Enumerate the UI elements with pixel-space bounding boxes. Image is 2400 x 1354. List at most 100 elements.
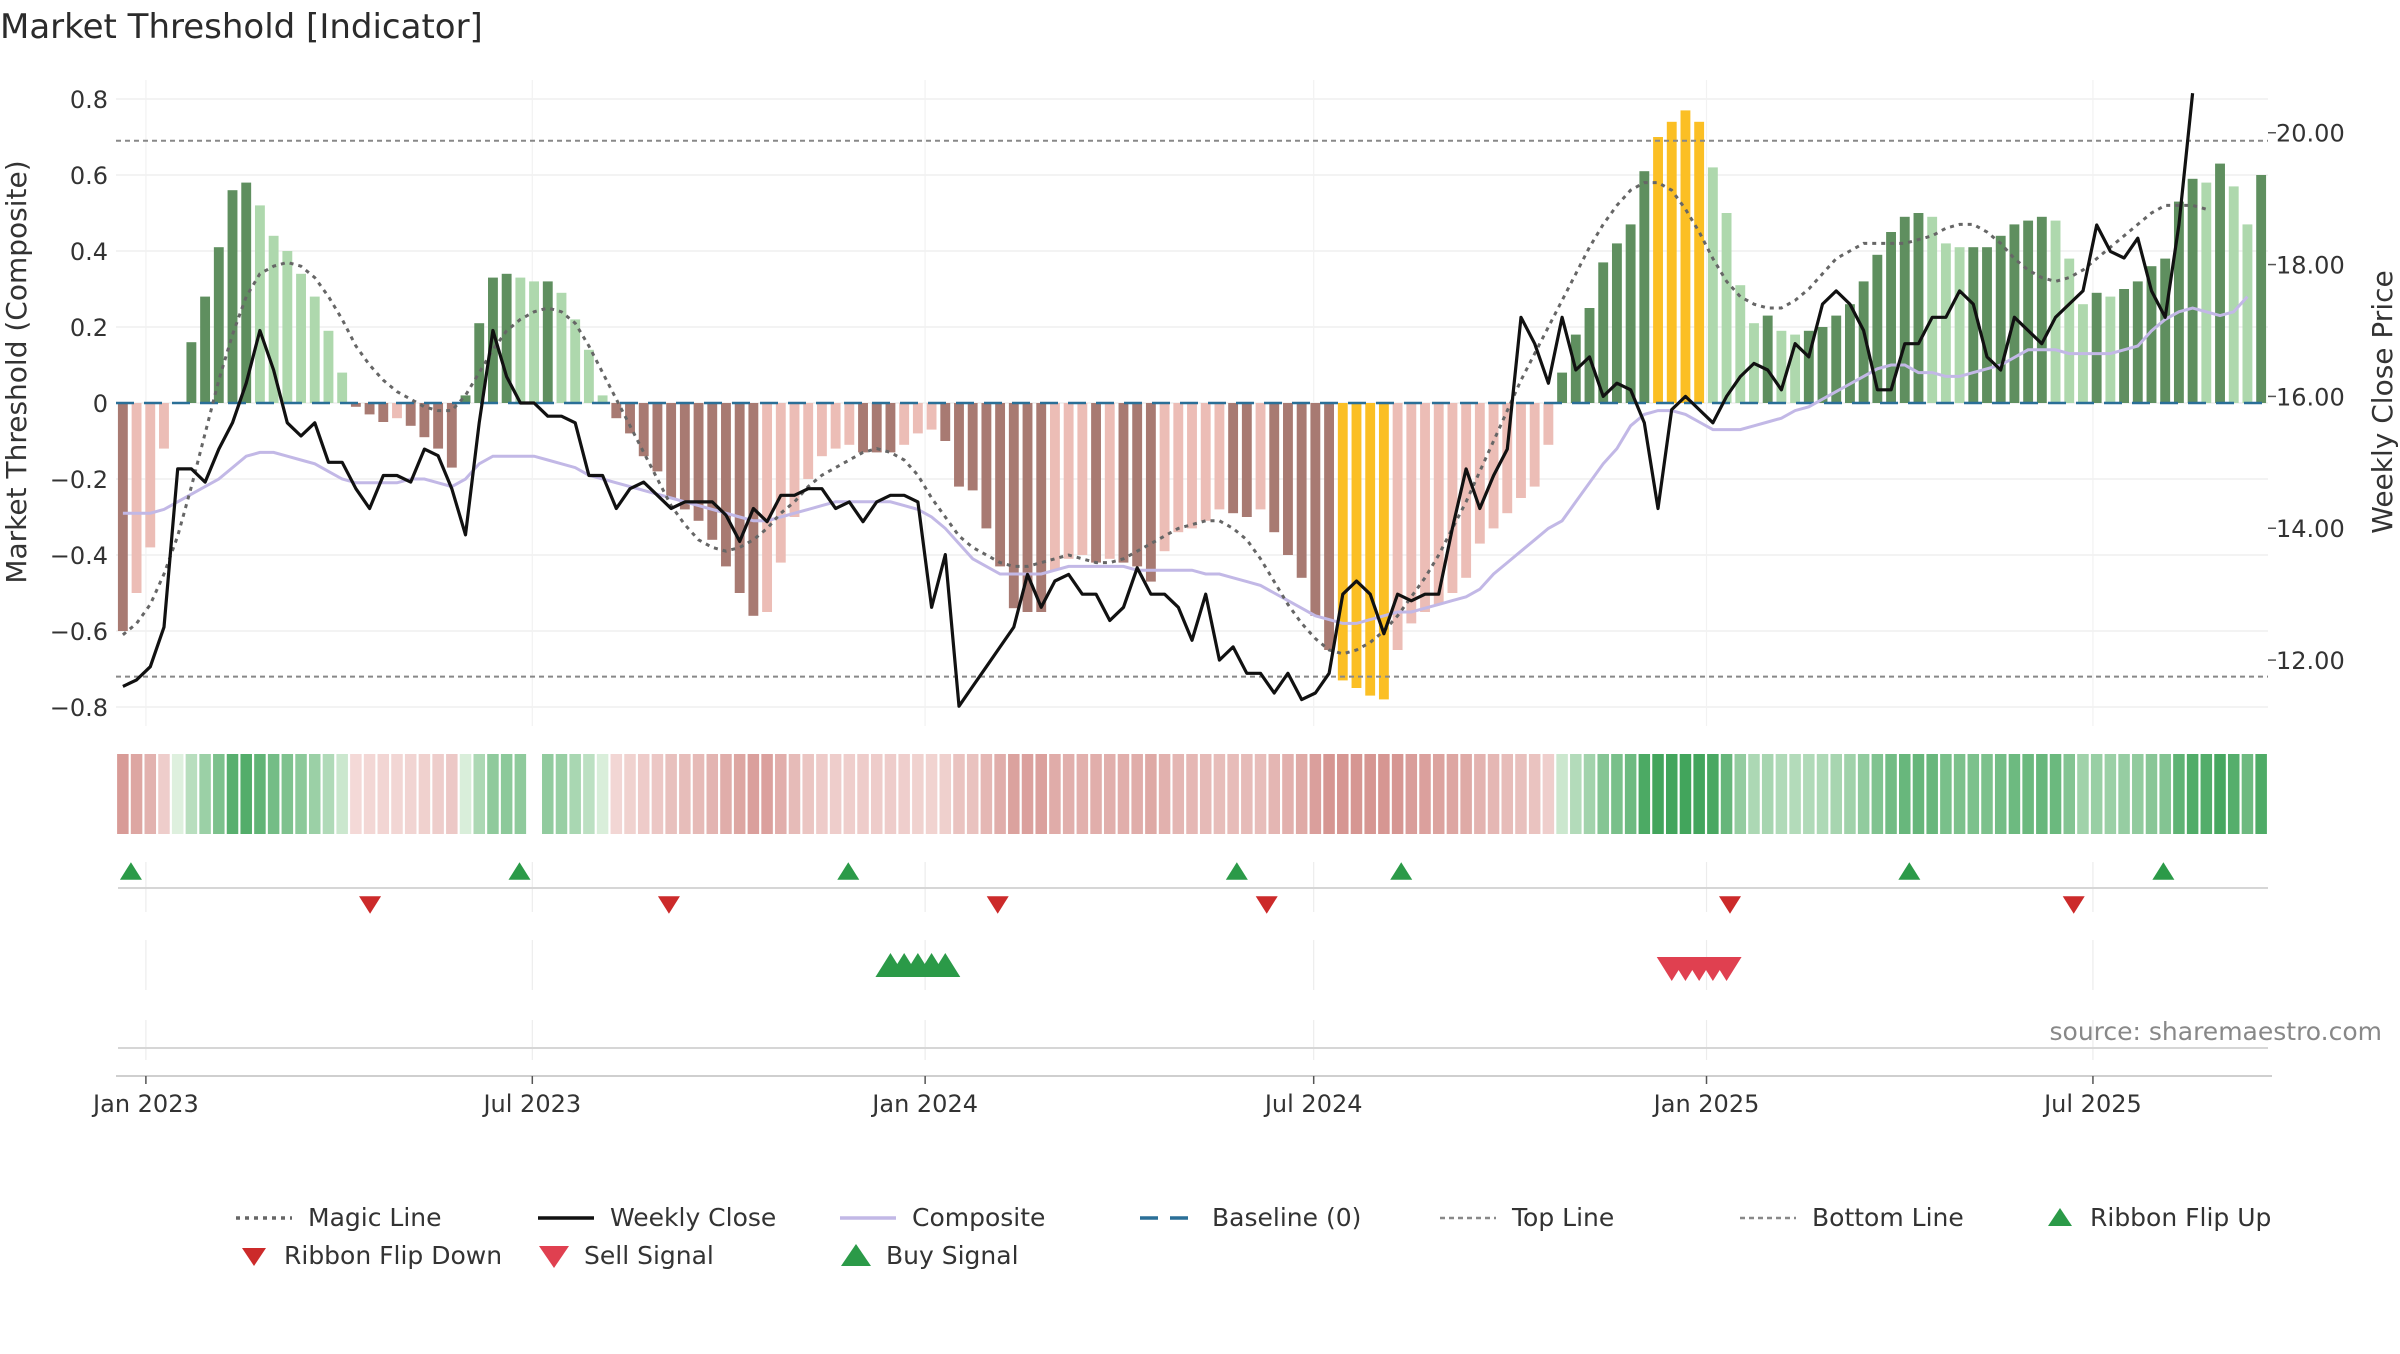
composite-bar — [1927, 216, 1938, 403]
ribbon-cell — [637, 754, 650, 834]
ribbon-cell — [473, 754, 485, 834]
ribbon-flip-up-marker — [1390, 862, 1413, 880]
ribbon-cell — [432, 754, 444, 834]
composite-bar — [213, 247, 224, 403]
ribbon-cell — [1391, 754, 1404, 834]
composite-bar — [1694, 121, 1705, 404]
right-tick-label: 14.00 — [2276, 515, 2345, 543]
composite-bar — [1639, 171, 1650, 403]
ribbon-cell — [171, 754, 184, 834]
ribbon-cell — [295, 754, 307, 834]
ribbon-cell — [542, 754, 554, 834]
ribbon-cell — [596, 754, 609, 834]
ribbon-cell — [1364, 754, 1376, 834]
ribbon-strip — [117, 754, 2267, 834]
composite-bar — [2132, 281, 2143, 403]
left-tick-label: 0.6 — [70, 162, 108, 190]
ribbon-cell — [1104, 754, 1116, 834]
composite-bar — [1872, 254, 1883, 403]
legend-swatch-flip-up — [2048, 1208, 2072, 1226]
x-tick-label: Jan 2025 — [1652, 1090, 1760, 1118]
ribbon-cell — [1419, 754, 1431, 834]
ribbon-cell — [1241, 754, 1253, 834]
ribbon-cell — [2227, 754, 2240, 834]
ribbon-cell — [939, 754, 952, 834]
ribbon-cell — [1981, 754, 1993, 834]
ribbon-cell — [2214, 754, 2226, 834]
legend-label: Baseline (0) — [1212, 1203, 1361, 1232]
composite-bar — [1557, 372, 1568, 403]
ribbon-cell — [363, 754, 376, 834]
ribbon-cell — [1940, 754, 1952, 834]
composite-bar — [159, 403, 169, 449]
ribbon-cell — [1734, 754, 1747, 834]
composite-bar — [2160, 258, 2171, 403]
ribbon-cell — [1789, 754, 1801, 834]
left-tick-label: −0.2 — [50, 466, 108, 494]
axes-layer: 0.8 0.6 0.4 0.2 0 −0.2 −0.4 −0.6 −0.8 20.00 18.00 1… — [50, 86, 2345, 1118]
ribbon-cell — [1570, 754, 1582, 834]
ribbon-cell — [2255, 754, 2267, 834]
composite-bar — [597, 395, 608, 403]
composite-bar — [1200, 403, 1211, 521]
ribbon-cell — [2159, 754, 2171, 834]
composite-bar — [1310, 403, 1321, 616]
composite-bar — [967, 403, 978, 491]
ribbon-cell — [1803, 754, 1815, 834]
signal-panels — [118, 862, 2268, 1049]
composite-bar — [2173, 201, 2184, 403]
composite-bar — [117, 403, 128, 631]
left-tick-label: −0.4 — [50, 542, 108, 570]
composite-bar — [337, 372, 348, 403]
ribbon-cell — [1775, 754, 1788, 834]
ribbon-cell — [692, 754, 705, 834]
ribbon-cell — [117, 754, 129, 834]
composite-bar — [1145, 403, 1156, 582]
composite-bar — [2146, 266, 2157, 403]
ribbon-cell — [733, 754, 746, 834]
ribbon-cell — [404, 754, 417, 834]
composite-bar — [2187, 178, 2198, 403]
composite-bar — [789, 403, 800, 517]
composite-bar — [1269, 403, 1280, 533]
composite-bar — [405, 403, 416, 426]
ribbon-cell — [1761, 754, 1774, 834]
ribbon-cell — [2090, 754, 2103, 834]
ribbon-cell — [1844, 754, 1856, 834]
composite-bar — [460, 395, 471, 403]
composite-bar — [501, 273, 512, 403]
ribbon-cell — [829, 754, 842, 834]
ribbon-flip-down-marker — [657, 896, 680, 914]
legend-label: Composite — [912, 1203, 1045, 1232]
ribbon-cell — [1885, 754, 1897, 834]
composite-bar — [542, 281, 553, 403]
composite-bar — [1173, 403, 1184, 533]
ribbon-flip-down-marker — [1255, 896, 1278, 914]
ribbon-cell — [459, 754, 472, 834]
composite-bar — [638, 403, 649, 457]
ribbon-cell — [843, 754, 856, 834]
composite-bar — [446, 403, 457, 468]
composite-bar — [433, 403, 444, 449]
left-tick-label: 0.2 — [70, 314, 108, 342]
composite-bar — [392, 403, 402, 419]
composite-bar — [186, 342, 197, 403]
ribbon-cell — [2049, 754, 2062, 834]
legend: Magic Line Weekly Close Composite Baseline … — [236, 1203, 2271, 1270]
ribbon-cell — [2145, 754, 2158, 834]
composite-bar — [254, 205, 265, 403]
ribbon-cell — [2104, 754, 2117, 834]
ribbon-cell — [1871, 754, 1884, 834]
composite-bar — [2009, 224, 2020, 403]
ribbon-cell — [1542, 754, 1555, 834]
composite-bar — [2064, 258, 2075, 403]
composite-bar — [1118, 403, 1129, 563]
ribbon-cell — [706, 754, 719, 834]
composite-bar — [1351, 403, 1362, 688]
ribbon-cell — [1994, 754, 2007, 834]
legend-label: Buy Signal — [886, 1241, 1019, 1270]
right-tick-label: 12.00 — [2276, 647, 2345, 675]
composite-bar — [679, 403, 690, 510]
legend-swatch-buy — [841, 1244, 871, 1266]
composite-bar — [1721, 213, 1732, 403]
